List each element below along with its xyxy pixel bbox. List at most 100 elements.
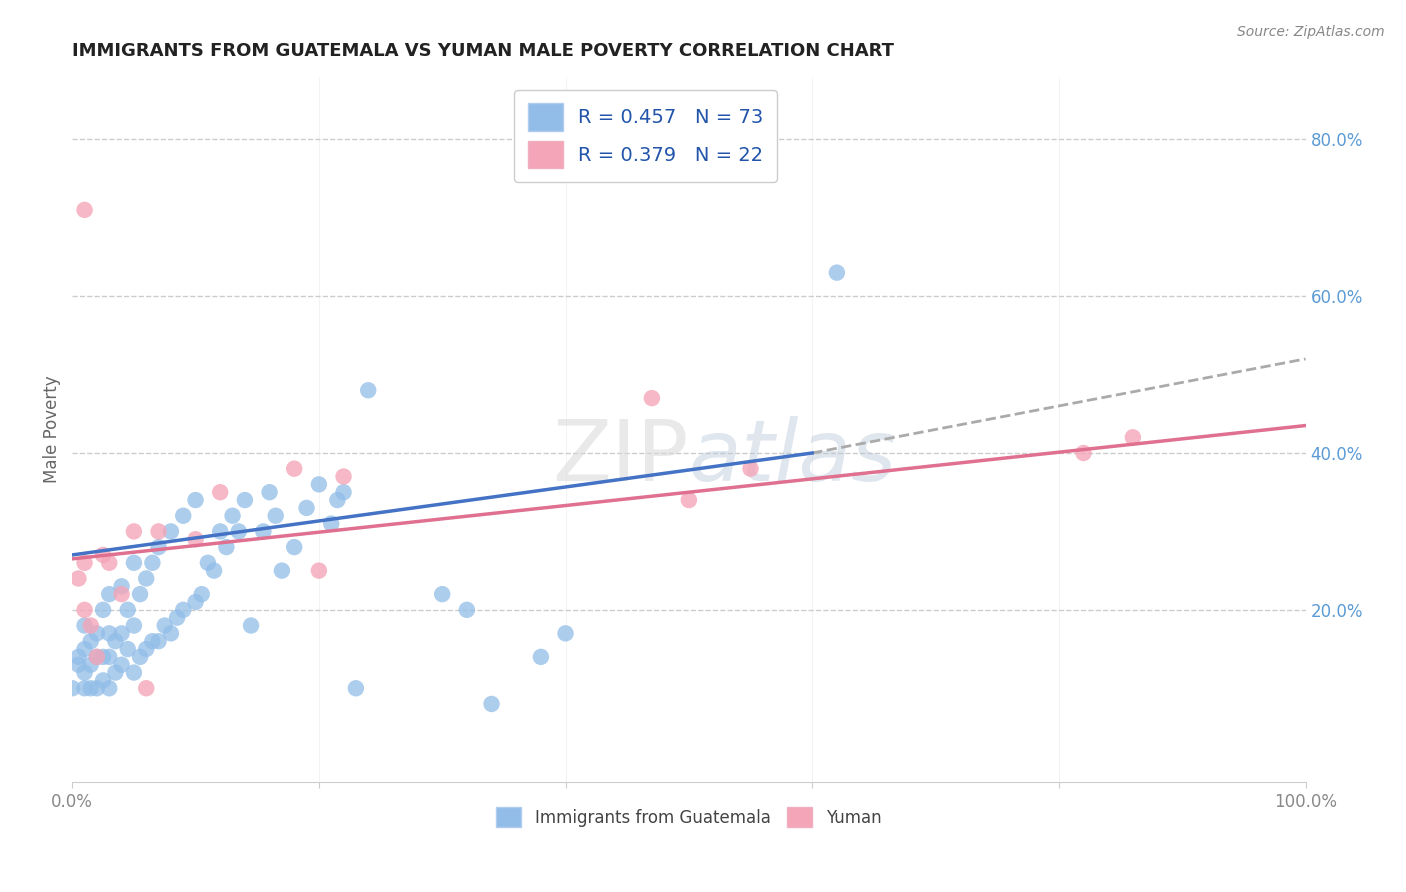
Point	[80, 681, 103, 696]
Point	[98, 626, 121, 640]
Point	[202, 564, 225, 578]
Point	[332, 485, 354, 500]
Point	[172, 508, 194, 523]
Point	[308, 564, 330, 578]
Legend: Immigrants from Guatemala, Yuman: Immigrants from Guatemala, Yuman	[489, 800, 889, 834]
Point	[73, 665, 96, 680]
Point	[141, 634, 163, 648]
Point	[98, 587, 121, 601]
Point	[80, 618, 103, 632]
Point	[215, 540, 238, 554]
Point	[91, 673, 114, 688]
Point	[122, 665, 145, 680]
Point	[432, 587, 454, 601]
Point	[184, 533, 207, 547]
Point	[530, 649, 553, 664]
Point	[110, 626, 132, 640]
Point	[148, 634, 170, 648]
Point	[344, 681, 367, 696]
Point	[153, 618, 176, 632]
Point	[86, 649, 108, 664]
Point	[91, 603, 114, 617]
Point	[67, 657, 90, 672]
Point	[326, 493, 349, 508]
Point	[86, 649, 108, 664]
Point	[141, 556, 163, 570]
Point	[86, 626, 108, 640]
Point	[129, 587, 152, 601]
Point	[554, 626, 576, 640]
Point	[86, 681, 108, 696]
Point	[110, 579, 132, 593]
Point	[825, 266, 848, 280]
Point	[67, 572, 90, 586]
Point	[321, 516, 343, 531]
Point	[73, 642, 96, 657]
Point	[641, 391, 664, 405]
Point	[135, 572, 157, 586]
Point	[481, 697, 503, 711]
Point	[209, 485, 232, 500]
Point	[283, 461, 305, 475]
Point	[172, 603, 194, 617]
Point	[110, 657, 132, 672]
Point	[264, 508, 287, 523]
Point	[67, 649, 90, 664]
Point	[135, 642, 157, 657]
Point	[332, 469, 354, 483]
Point	[110, 587, 132, 601]
Point	[98, 681, 121, 696]
Point	[295, 500, 318, 515]
Point	[129, 649, 152, 664]
Point	[91, 548, 114, 562]
Point	[73, 603, 96, 617]
Point	[740, 461, 762, 475]
Point	[456, 603, 478, 617]
Y-axis label: Male Poverty: Male Poverty	[44, 376, 60, 483]
Point	[270, 564, 292, 578]
Point	[184, 493, 207, 508]
Point	[73, 618, 96, 632]
Point	[221, 508, 243, 523]
Point	[122, 524, 145, 539]
Point	[166, 610, 188, 624]
Point	[1073, 446, 1095, 460]
Point	[283, 540, 305, 554]
Point	[80, 657, 103, 672]
Point	[104, 634, 127, 648]
Point	[60, 681, 83, 696]
Point	[104, 665, 127, 680]
Text: ZIP: ZIP	[553, 417, 689, 500]
Text: IMMIGRANTS FROM GUATEMALA VS YUMAN MALE POVERTY CORRELATION CHART: IMMIGRANTS FROM GUATEMALA VS YUMAN MALE …	[72, 42, 894, 60]
Point	[1122, 430, 1144, 444]
Point	[190, 587, 212, 601]
Point	[80, 634, 103, 648]
Text: Source: ZipAtlas.com: Source: ZipAtlas.com	[1237, 25, 1385, 39]
Point	[228, 524, 250, 539]
Point	[98, 556, 121, 570]
Point	[240, 618, 263, 632]
Point	[73, 556, 96, 570]
Point	[197, 556, 219, 570]
Point	[91, 649, 114, 664]
Point	[233, 493, 256, 508]
Point	[160, 626, 183, 640]
Point	[259, 485, 281, 500]
Point	[184, 595, 207, 609]
Point	[252, 524, 274, 539]
Point	[209, 524, 232, 539]
Text: atlas: atlas	[689, 417, 897, 500]
Point	[357, 384, 380, 398]
Point	[308, 477, 330, 491]
Point	[98, 649, 121, 664]
Point	[148, 524, 170, 539]
Point	[148, 540, 170, 554]
Point	[160, 524, 183, 539]
Point	[117, 603, 139, 617]
Point	[122, 618, 145, 632]
Point	[73, 681, 96, 696]
Point	[73, 202, 96, 217]
Point	[122, 556, 145, 570]
Point	[117, 642, 139, 657]
Point	[678, 493, 700, 508]
